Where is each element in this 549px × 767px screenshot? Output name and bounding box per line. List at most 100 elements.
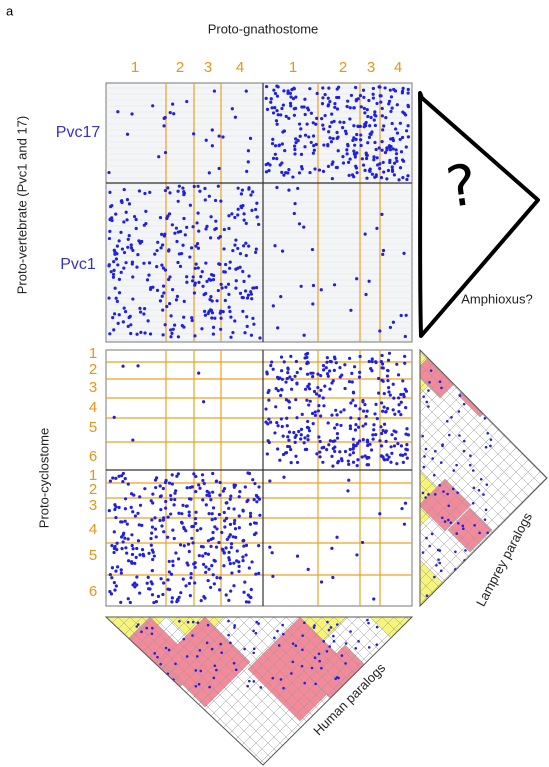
dot — [239, 266, 242, 269]
row-label: 3 — [89, 379, 97, 396]
dot — [237, 570, 240, 573]
dot — [276, 447, 279, 450]
column-label: 1 — [289, 59, 297, 76]
dot — [158, 519, 161, 522]
dot — [249, 193, 252, 196]
dot — [349, 416, 352, 419]
dot — [361, 455, 364, 458]
dot — [162, 124, 165, 127]
dot — [153, 516, 156, 519]
dot — [295, 416, 298, 419]
dot — [229, 642, 232, 645]
dot — [377, 392, 380, 395]
dot — [273, 431, 276, 434]
dot — [281, 624, 284, 627]
dot — [248, 595, 251, 598]
dot — [282, 174, 285, 177]
dot — [389, 326, 392, 329]
dot — [283, 149, 286, 152]
dot — [405, 129, 408, 132]
dot — [178, 252, 181, 255]
dot — [271, 138, 274, 141]
dot — [130, 243, 133, 246]
dot — [274, 405, 277, 408]
dot — [249, 137, 252, 140]
dot — [229, 562, 232, 565]
column-label: 2 — [339, 59, 347, 76]
dot — [311, 412, 314, 415]
dot — [333, 446, 336, 449]
dot — [257, 485, 260, 488]
dot — [363, 403, 366, 406]
dot — [131, 297, 134, 300]
dot — [457, 522, 460, 525]
dot — [367, 622, 370, 625]
map-grid — [420, 200, 549, 340]
dot — [397, 410, 400, 413]
dot — [190, 316, 193, 319]
dot — [377, 85, 380, 88]
dot — [124, 520, 127, 523]
dot — [311, 375, 314, 378]
dot — [303, 145, 306, 148]
dot — [156, 241, 159, 244]
dot — [316, 92, 319, 95]
dot — [250, 209, 253, 212]
dot — [289, 355, 292, 358]
dot — [194, 475, 197, 478]
dot — [321, 102, 324, 105]
dot — [347, 161, 350, 164]
column-axis-title: Proto-gnathostome — [208, 21, 319, 36]
dot — [381, 362, 384, 365]
dot — [400, 444, 403, 447]
dot — [260, 686, 263, 689]
dot — [168, 560, 171, 563]
dot — [142, 312, 145, 315]
dot — [399, 413, 402, 416]
dot — [310, 141, 313, 144]
dot — [368, 136, 371, 139]
dot — [337, 460, 340, 463]
dot — [272, 368, 275, 371]
dot — [193, 291, 196, 294]
dot — [112, 328, 115, 331]
dot — [233, 522, 236, 525]
dot — [376, 626, 379, 629]
dot — [372, 423, 375, 426]
dot — [363, 107, 366, 110]
dot — [131, 275, 134, 278]
dot — [163, 234, 166, 237]
dot — [318, 451, 321, 454]
dot — [288, 445, 291, 448]
dot — [455, 464, 458, 467]
dot — [218, 134, 221, 137]
dot — [174, 551, 177, 554]
dot — [188, 582, 191, 585]
dot — [118, 278, 121, 281]
dot — [212, 506, 215, 509]
dot — [253, 482, 256, 485]
dot — [472, 502, 475, 505]
dot — [289, 95, 292, 98]
dot — [120, 547, 123, 550]
dot — [276, 326, 279, 329]
dot — [214, 199, 217, 202]
dot — [257, 544, 260, 547]
dot — [243, 218, 246, 221]
dot — [368, 443, 371, 446]
dot — [176, 190, 179, 193]
dot — [404, 335, 407, 338]
dot — [434, 353, 437, 356]
dot — [190, 572, 193, 575]
dot — [229, 261, 232, 264]
dot — [247, 245, 250, 248]
dot — [249, 515, 252, 518]
dot — [256, 215, 259, 218]
dot — [475, 351, 478, 354]
dot — [313, 624, 316, 627]
dot — [233, 216, 236, 219]
dot — [362, 96, 365, 99]
dot — [179, 265, 182, 268]
dot — [213, 317, 216, 320]
dot — [212, 559, 215, 562]
